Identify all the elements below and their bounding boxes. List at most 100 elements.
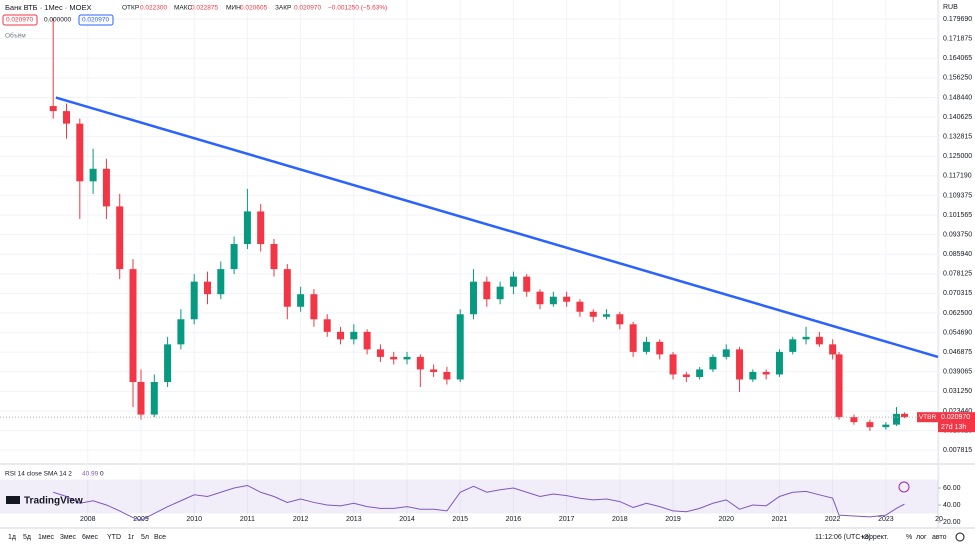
candle-body xyxy=(49,106,57,112)
rsi-title: RSI 14 close SMA 14 2 xyxy=(5,471,72,478)
settings-icon[interactable] xyxy=(955,532,965,542)
x-tick-label: 20 xyxy=(935,516,943,523)
y-tick-label: 0.031250 xyxy=(943,388,972,395)
y-tick-label: 0.156250 xyxy=(943,75,972,82)
y-tick-label: 0.179690 xyxy=(943,16,972,23)
scale-option[interactable]: коррект. xyxy=(862,534,888,541)
candle-body xyxy=(350,331,358,340)
candle-body xyxy=(736,349,744,380)
x-tick-label: 2012 xyxy=(293,516,309,523)
candle-body xyxy=(656,341,664,355)
rsi-value: 40.99 xyxy=(82,471,99,478)
candle-body xyxy=(177,319,185,345)
symbol-tag-text: VTBR xyxy=(919,414,937,421)
trendline xyxy=(55,96,939,359)
range-button[interactable]: 3мес xyxy=(60,534,77,541)
range-button[interactable]: YTD xyxy=(107,534,121,541)
candle-body xyxy=(829,344,837,355)
range-button[interactable]: 5л xyxy=(141,534,149,541)
candle-body xyxy=(893,413,901,425)
candle-body xyxy=(900,413,908,418)
candle-body xyxy=(150,381,158,415)
candle-body xyxy=(850,417,858,423)
range-button[interactable]: 6мес xyxy=(82,534,99,541)
x-tick-label: 2009 xyxy=(133,516,149,523)
volume-label[interactable]: Объём xyxy=(5,32,26,40)
candle-body xyxy=(257,211,265,245)
candle-body xyxy=(430,369,438,372)
candle-body xyxy=(616,314,624,325)
rsi-tick-label: 60.00 xyxy=(943,485,961,492)
candle-body xyxy=(230,244,238,270)
ohlc-open-label: ОТКР xyxy=(122,5,139,12)
x-tick-label: 2016 xyxy=(506,516,522,523)
x-tick-label: 2014 xyxy=(399,516,415,523)
candle-body xyxy=(337,331,345,340)
y-tick-label: 0.093750 xyxy=(943,231,972,238)
candle-body xyxy=(390,356,398,360)
x-tick-label: 2015 xyxy=(452,516,468,523)
candle-body xyxy=(323,319,331,332)
candle-body xyxy=(416,356,424,370)
y-tick-label: 0.070315 xyxy=(943,290,972,297)
y-tick-label: 0.007815 xyxy=(943,447,972,454)
candle-body xyxy=(89,168,97,182)
candle-body xyxy=(283,269,291,307)
y-tick-label: 0.101565 xyxy=(943,212,972,219)
currency[interactable]: RUB xyxy=(943,4,958,11)
scale-option[interactable]: авто xyxy=(932,534,947,541)
rsi-band xyxy=(0,479,938,514)
y-tick-label: 0.039065 xyxy=(943,369,972,376)
candle-body xyxy=(802,336,810,340)
title: Банк ВТБ · 1Мес · MOEX xyxy=(5,3,91,12)
candle-body xyxy=(129,269,137,382)
candle-body xyxy=(749,371,757,380)
candle-body xyxy=(696,369,704,377)
candle-body xyxy=(443,371,451,380)
candle-body xyxy=(403,356,411,360)
event-icon[interactable] xyxy=(898,481,910,493)
price-tag xyxy=(938,412,975,433)
candle-body xyxy=(629,324,637,352)
scale-option[interactable]: % xyxy=(906,534,912,541)
badge-box xyxy=(78,14,114,26)
candle-body xyxy=(642,341,650,352)
y-tick-label: 0.085940 xyxy=(943,251,972,258)
y-tick-label: 0.078125 xyxy=(943,271,972,278)
range-button[interactable]: 1г xyxy=(128,534,135,541)
logo-text[interactable]: TradingView xyxy=(24,496,83,507)
candle-body xyxy=(669,354,677,375)
range-button[interactable]: 1д xyxy=(8,534,16,541)
candle-body xyxy=(297,294,305,307)
candle-body xyxy=(815,336,823,345)
candle-body xyxy=(456,314,464,380)
candle-body xyxy=(63,111,71,124)
range-button[interactable]: 1мес xyxy=(38,534,55,541)
range-button[interactable]: 5д xyxy=(23,534,31,541)
rsi-tick-label: 40.00 xyxy=(943,502,961,509)
candle-body xyxy=(496,286,504,300)
logo-mark[interactable] xyxy=(6,496,20,504)
range-button[interactable]: Все xyxy=(154,534,166,541)
candle-body xyxy=(217,269,225,295)
x-tick-label: 2019 xyxy=(665,516,681,523)
ohlc-close-label: ЗАКР xyxy=(275,5,291,12)
x-tick-label: 2023 xyxy=(878,516,894,523)
candle-body xyxy=(835,354,843,418)
y-tick-label: 0.132815 xyxy=(943,133,972,140)
candle-body xyxy=(470,281,478,315)
candle-body xyxy=(536,291,544,305)
ohlc-low-label: МИН xyxy=(226,5,241,12)
candle-body xyxy=(722,349,730,357)
rsi-line xyxy=(53,484,905,521)
y-tick-label: 0.125000 xyxy=(943,153,972,160)
candle-body xyxy=(709,356,717,370)
x-tick-label: 2021 xyxy=(772,516,788,523)
candle-body xyxy=(589,311,597,317)
candle-body xyxy=(775,351,783,375)
candle-body xyxy=(509,276,517,287)
scale-option[interactable]: лог xyxy=(916,534,927,541)
rsi-tick-label: 20.00 xyxy=(943,519,961,526)
symbol-tag xyxy=(917,412,938,423)
